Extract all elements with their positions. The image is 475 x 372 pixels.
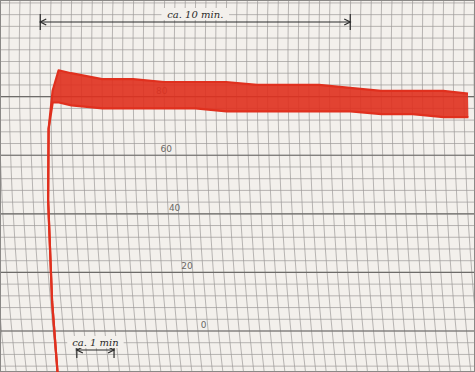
grid-line <box>0 330 475 331</box>
grid-arc <box>9 0 27 372</box>
grid-arc <box>288 0 306 372</box>
annotation-text: ca. 10 min. <box>167 9 223 20</box>
grid-arc <box>381 0 399 372</box>
plot-frame <box>1 1 475 372</box>
grid-line-minor <box>0 202 475 203</box>
grid-arc <box>236 0 254 372</box>
grid-line-minor <box>0 213 475 214</box>
grid-line-minor <box>0 272 475 273</box>
paper <box>0 0 475 372</box>
grid-arc <box>360 0 378 372</box>
annotation-bg <box>67 336 123 348</box>
annotations: ca. 10 min. ca. 1 min <box>40 8 350 358</box>
grid-arc <box>350 0 368 372</box>
trace-line <box>48 103 468 372</box>
grid-arc <box>422 0 440 372</box>
chart: 020406080ca. 10 min.ca. 1 min <box>0 0 475 372</box>
grid-arc <box>464 0 475 372</box>
grid-arc <box>371 0 389 372</box>
grid-arc <box>402 0 420 372</box>
grid-arc <box>319 0 337 372</box>
annotation-text: ca. 1 min <box>72 337 119 348</box>
grid-arc <box>133 0 151 372</box>
arrow-shaft <box>77 349 114 350</box>
grid-line-minor <box>0 155 475 156</box>
grid-line-minor <box>0 366 475 367</box>
tick-label: 40 <box>169 203 181 213</box>
grid-line <box>0 155 475 156</box>
grid-line-minor <box>0 225 475 226</box>
grid-arc <box>195 0 213 372</box>
grid-line-minor <box>0 178 475 179</box>
grid-line-minor <box>0 284 475 285</box>
grid-arc <box>216 0 234 372</box>
grid-arc <box>298 0 316 372</box>
grid-line-minor <box>0 190 475 191</box>
grid-arc <box>123 0 141 372</box>
grid-arc <box>433 0 451 372</box>
grid-arc <box>340 0 358 372</box>
grid-arc <box>174 0 192 372</box>
tick-label: 60 <box>160 144 172 154</box>
grid-arc <box>30 0 48 372</box>
grid-arc <box>19 0 37 372</box>
grid-arc <box>164 0 182 372</box>
grid-arc <box>0 0 16 372</box>
grid-line <box>0 272 475 273</box>
arrow-shaft <box>40 21 350 22</box>
grid-arc <box>92 0 110 372</box>
grid-arc <box>185 0 203 372</box>
grid-arc <box>143 0 161 372</box>
grid-line-minor <box>0 354 475 355</box>
grid-arc <box>226 0 244 372</box>
grid-arc <box>391 0 409 372</box>
arrow-head <box>344 19 350 25</box>
tick-label: 0 <box>201 320 207 330</box>
grid-line-minor <box>0 307 475 308</box>
grid-line-minor <box>0 237 475 238</box>
annotation-bg <box>161 8 229 20</box>
trace-line <box>48 70 468 372</box>
grid-arc <box>267 0 285 372</box>
grid-arc <box>61 0 78 372</box>
grid-line-minor <box>0 260 475 261</box>
marks <box>48 70 468 372</box>
grid-arc <box>257 0 275 372</box>
grid-arc <box>102 0 120 372</box>
grid-arc <box>309 0 327 372</box>
grid-arc <box>278 0 296 372</box>
grid-line-minor <box>0 248 475 249</box>
grid-line <box>0 213 475 214</box>
tick-labels: 020406080 <box>156 86 207 330</box>
grid-arc <box>443 0 461 372</box>
grid-arc <box>247 0 265 372</box>
grid-line-minor <box>0 295 475 296</box>
grid-arc <box>154 0 172 372</box>
grid-arc <box>205 0 223 372</box>
tick-label: 20 <box>181 261 193 271</box>
grid <box>0 0 475 372</box>
grid-arc <box>71 0 89 372</box>
grid-arc <box>453 0 471 372</box>
arrow-head <box>40 19 46 25</box>
grid-arc <box>412 0 430 372</box>
trace-band <box>48 70 468 372</box>
grid-arc <box>112 0 130 372</box>
grid-arc <box>81 0 99 372</box>
grid-line-minor <box>0 330 475 331</box>
grid-arc <box>329 0 347 372</box>
